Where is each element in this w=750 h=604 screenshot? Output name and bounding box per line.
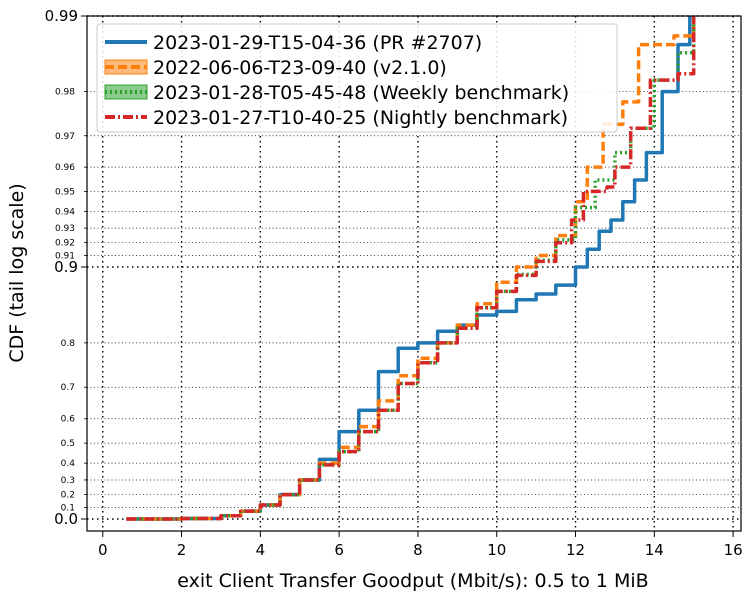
y-minor-tick-label: 0.91 <box>55 252 75 262</box>
y-major-tick-label: 0.0 <box>54 510 78 528</box>
x-tick-label: 2 <box>177 541 187 559</box>
y-major-tick-label: 0.99 <box>45 7 78 25</box>
y-minor-tick-label: 0.1 <box>61 503 75 513</box>
plot-frame <box>86 15 742 532</box>
x-tick-label: 12 <box>566 541 585 559</box>
x-tick-label: 6 <box>334 541 344 559</box>
x-tick-label: 0 <box>98 541 108 559</box>
y-minor-tick-label: 0.7 <box>61 383 75 393</box>
y-minor-tick-label: 0.8 <box>61 339 76 349</box>
legend-label-2: 2022-06-06-T23-09-40 (v2.1.0) <box>153 57 447 79</box>
y-minor-tick-label: 0.94 <box>55 207 75 217</box>
series-layer <box>126 16 696 521</box>
y-major-tick-label: 0.9 <box>54 258 78 276</box>
legend-label-3: 2023-01-28-T05-45-48 (Weekly benchmark) <box>153 82 569 104</box>
x-tick-label: 14 <box>645 541 664 559</box>
y-minor-tick-label: 0.93 <box>55 224 75 234</box>
y-minor-tick-label: 0.5 <box>61 439 75 449</box>
x-tick-label: 10 <box>487 541 506 559</box>
x-axis-label: exit Client Transfer Goodput (Mbit/s): 0… <box>177 570 648 592</box>
y-minor-tick-label: 0.98 <box>55 88 75 98</box>
y-minor-tick-label: 0.92 <box>55 239 75 249</box>
y-minor-tick-label: 0.4 <box>61 459 76 469</box>
x-tick-label: 8 <box>413 541 423 559</box>
x-tick-label: 16 <box>724 541 743 559</box>
y-minor-tick-label: 0.2 <box>61 491 75 501</box>
axes-layer: 0 2 4 6 8 10 12 14 16 0.0 0.9 0.99 0.1 0.2 0.3 0.4 0.5 0.… <box>45 7 743 559</box>
y-minor-tick-label: 0.6 <box>61 415 76 425</box>
y-minor-tick-label: 0.96 <box>55 163 75 173</box>
legend-label-1: 2023-01-29-T15-04-36 (PR #2707) <box>153 32 482 54</box>
legend: 2023-01-29-T15-04-36 (PR #2707) 2022-06-0… <box>96 23 618 133</box>
y-minor-tick-label: 0.3 <box>61 476 75 486</box>
y-axis-label: CDF (tail log scale) <box>6 183 28 362</box>
series-line-4 <box>126 16 696 521</box>
legend-box <box>96 23 618 133</box>
x-tick-label: 4 <box>256 541 266 559</box>
legend-label-4: 2023-01-27-T10-40-25 (Nightly benchmark) <box>153 107 568 129</box>
y-minor-tick-label: 0.95 <box>55 187 75 197</box>
y-minor-tick-label: 0.97 <box>55 132 75 142</box>
